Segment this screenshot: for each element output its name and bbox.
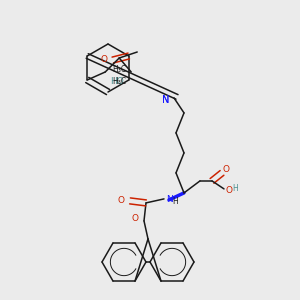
Text: O: O xyxy=(226,186,233,195)
Text: H: H xyxy=(232,184,238,194)
Text: N: N xyxy=(162,95,169,105)
Text: H: H xyxy=(172,197,178,206)
Text: N: N xyxy=(166,195,173,204)
Text: O: O xyxy=(223,165,230,174)
Text: HO: HO xyxy=(110,77,124,86)
Text: O: O xyxy=(101,56,108,64)
Text: O: O xyxy=(118,196,125,206)
Text: O: O xyxy=(131,214,138,224)
Text: H₃C: H₃C xyxy=(113,65,127,74)
Text: N: N xyxy=(162,95,169,105)
Text: H₃C: H₃C xyxy=(113,77,127,86)
